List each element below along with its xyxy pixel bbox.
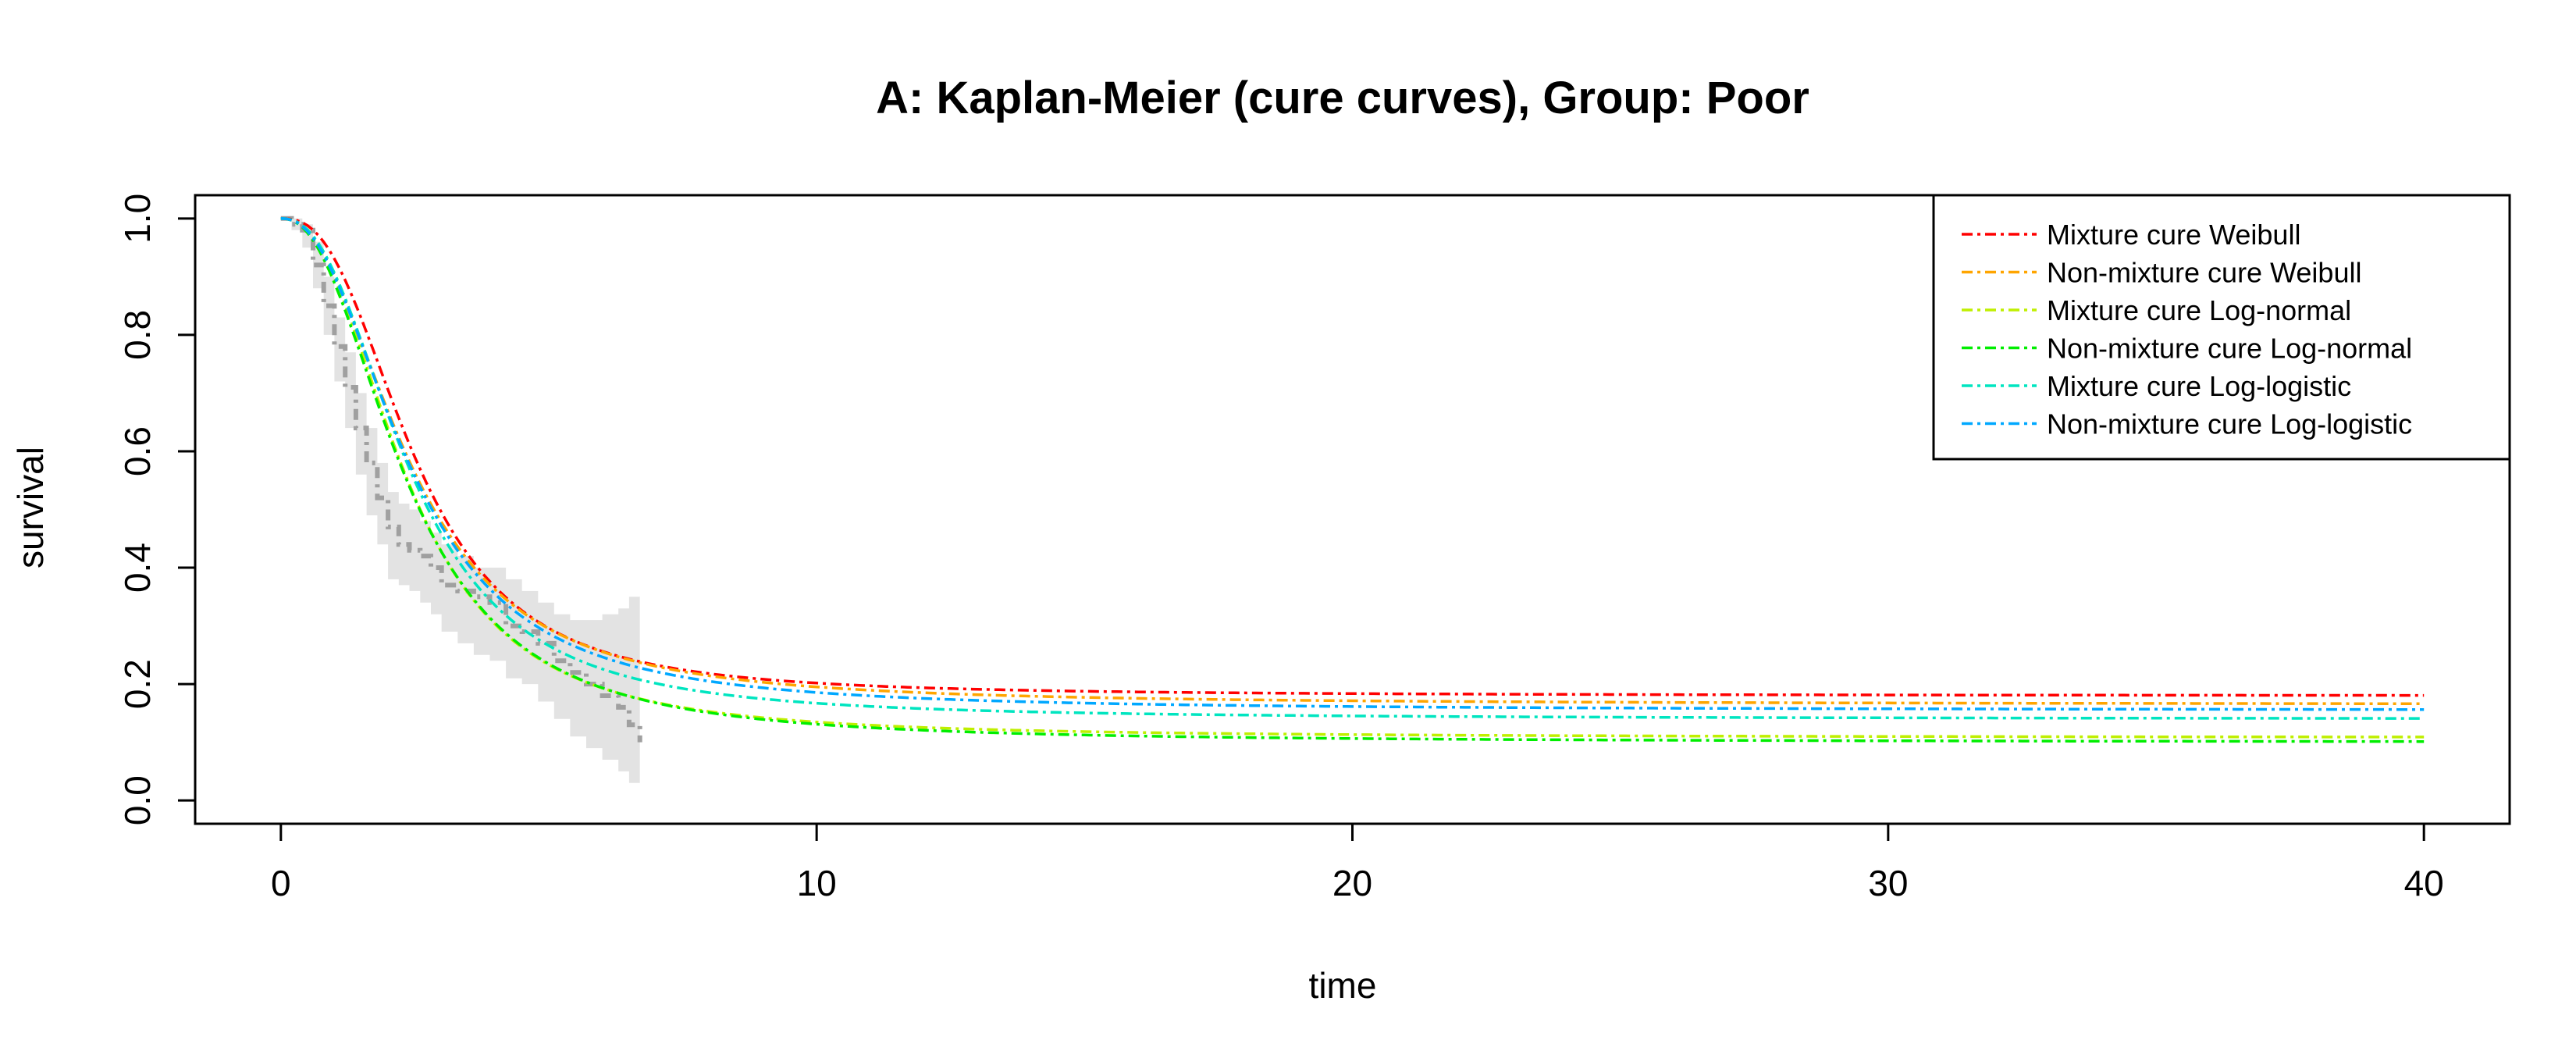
series-line-1	[280, 217, 2425, 697]
y-tick-label: 0.0	[117, 775, 158, 825]
legend: Mixture cure Weibull Non-mixture cure Wei…	[1932, 194, 2511, 461]
legend-label: Non-mixture cure Log-logistic	[2047, 408, 2412, 440]
legend-box	[1932, 194, 2511, 461]
legend-label: Mixture cure Log-normal	[2047, 294, 2351, 326]
x-tick-label: 0	[271, 863, 291, 903]
x-tick-label: 40	[2404, 863, 2444, 903]
y-tick-label: 0.4	[117, 543, 158, 593]
legend-label: Non-mixture cure Weibull	[2047, 257, 2361, 289]
series-line-4	[280, 217, 2425, 743]
legend-label: Mixture cure Log-logistic	[2047, 370, 2351, 402]
y-tick-label: 0.2	[117, 659, 158, 709]
x-tick-label: 20	[1332, 863, 1372, 903]
series-line-3	[280, 217, 2425, 739]
series-line-6	[280, 217, 2425, 711]
series-line-5	[280, 217, 2425, 720]
y-tick-label: 1.0	[117, 194, 158, 244]
km-survival-line	[280, 216, 642, 743]
plot-clip-group	[280, 216, 2425, 789]
y-axis-label: survival	[10, 447, 51, 568]
series-line-2	[280, 217, 2425, 705]
y-tick-label: 0.8	[117, 310, 158, 360]
chart-title: A: Kaplan-Meier (cure curves), Group: Po…	[876, 73, 1809, 123]
plot-area	[280, 216, 2425, 789]
legend-label: Non-mixture cure Log-normal	[2047, 333, 2412, 365]
axes: 0 10 20 30 40 0.0 0.2 0.4 0.6 0.8 1.0	[117, 194, 2511, 903]
x-axis-label: time	[1309, 965, 1377, 1006]
legend-label: Mixture cure Weibull	[2047, 219, 2300, 251]
x-tick-label: 30	[1868, 863, 1908, 903]
y-tick-label: 0.6	[117, 426, 158, 476]
x-tick-label: 10	[797, 863, 837, 903]
